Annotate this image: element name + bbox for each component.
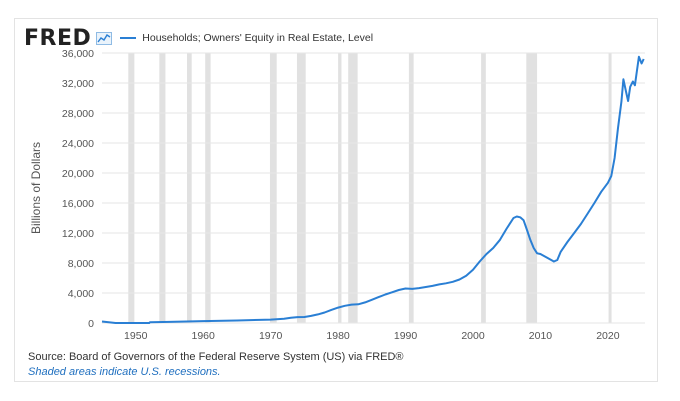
- recession-band: [481, 53, 486, 323]
- recession-band: [348, 53, 358, 323]
- y-tick-label: 20,000: [62, 168, 94, 180]
- x-tick-label: 1980: [326, 330, 350, 342]
- y-tick-label: 24,000: [62, 138, 94, 150]
- recession-band: [338, 53, 342, 323]
- x-tick-label: 2020: [596, 330, 620, 342]
- recession-band: [408, 53, 414, 323]
- y-tick-label: 32,000: [62, 78, 94, 90]
- line-graph-icon: [96, 31, 113, 45]
- recession-band: [205, 53, 211, 323]
- x-tick-label: 1960: [192, 330, 216, 342]
- grid-lines: [102, 52, 645, 324]
- recession-band: [608, 53, 612, 323]
- recession-band: [296, 53, 306, 323]
- y-tick-label: 36,000: [62, 48, 94, 60]
- recession-band: [159, 53, 166, 323]
- source-text: Source: Board of Governors of the Federa…: [28, 351, 404, 363]
- recession-band: [128, 53, 135, 323]
- x-axis-ticks: 1950 1960 1970 1980 1990 2000 2010 2020: [124, 330, 620, 342]
- fred-logo[interactable]: FRED: [24, 25, 92, 51]
- y-tick-label: 4,000: [68, 288, 94, 300]
- recession-band: [526, 53, 538, 323]
- x-tick-label: 2000: [461, 330, 485, 342]
- x-tick-label: 1970: [259, 330, 283, 342]
- series-line: [101, 55, 645, 324]
- chart-header: FRED Households; Owners' Equity in Real …: [24, 25, 374, 51]
- recession-bands: [128, 53, 612, 323]
- y-axis-label: Billions of Dollars: [29, 142, 43, 234]
- legend-swatch: [120, 37, 137, 39]
- y-tick-label: 12,000: [62, 228, 94, 240]
- recession-band: [269, 53, 277, 323]
- x-tick-label: 2010: [529, 330, 553, 342]
- y-tick-label: 16,000: [62, 198, 94, 210]
- chart-frame: [14, 18, 658, 382]
- x-tick-label: 1950: [124, 330, 148, 342]
- y-tick-label: 28,000: [62, 108, 94, 120]
- y-tick-label: 0: [88, 318, 94, 330]
- legend-label: Households; Owners' Equity in Real Estat…: [142, 32, 374, 44]
- x-tick-label: 1990: [394, 330, 418, 342]
- recession-note: Shaded areas indicate U.S. recessions.: [28, 366, 221, 378]
- y-tick-label: 8,000: [68, 258, 94, 270]
- recession-band: [186, 53, 192, 323]
- y-axis-ticks: 0 4,000 8,000 12,000 16,000 20,000 24,000 28,00…: [62, 48, 94, 330]
